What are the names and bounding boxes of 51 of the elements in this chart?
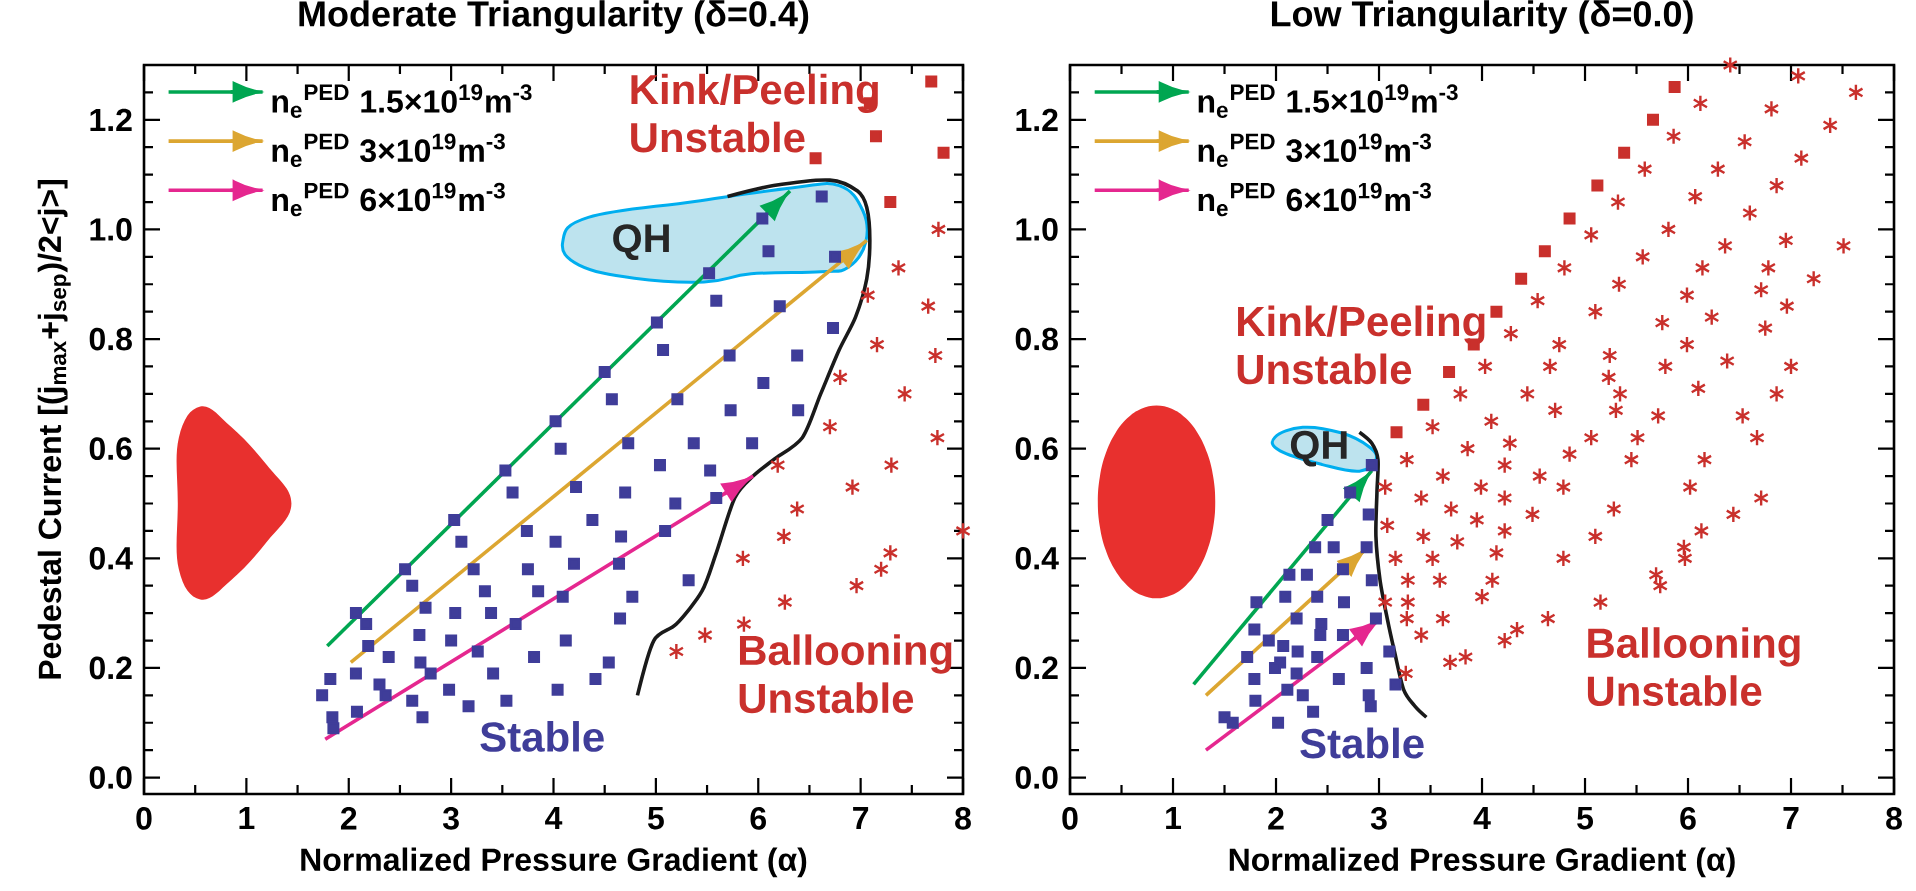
y-tick-label: 0.4 xyxy=(89,546,133,570)
legend-label: n$_{e}$$^{PED}$ 6×10$^{19}$m$^{-3}$ xyxy=(1198,182,1431,217)
y-tick-label: 0.0 xyxy=(1015,766,1058,789)
legend-label: n$_{e}$$^{PED}$ 3×10$^{19}$m$^{-3}$ xyxy=(272,133,505,168)
x-tick-label: 8 xyxy=(955,807,971,830)
series-label: Ballooning Unstable xyxy=(1587,627,1800,707)
x-tick-label: 8 xyxy=(1886,807,1902,830)
x-tick-label: 0 xyxy=(1062,807,1078,830)
y-tick-label: 1.2 xyxy=(1016,108,1058,131)
y-tick-label: 0.2 xyxy=(89,656,132,680)
x-tick-label: 7 xyxy=(1783,807,1799,830)
x-axis-title: Normalized Pressure Gradient (α) xyxy=(301,847,807,878)
y-tick-label: 0.6 xyxy=(89,437,132,461)
y-tick-label: 0.8 xyxy=(1015,327,1058,351)
chart-title: Moderate Triangularity (δ=0.4) xyxy=(299,0,809,34)
y-tick-label: 1.2 xyxy=(90,108,132,131)
x-tick-label: 0 xyxy=(136,807,152,830)
series-label: Stable xyxy=(1300,727,1424,759)
x-tick-label: 3 xyxy=(442,807,459,830)
legend-label: n$_{e}$$^{PED}$ 1.5×10$^{19}$m$^{-3}$ xyxy=(1198,84,1458,118)
x-tick-label: 4 xyxy=(1473,807,1491,830)
series-label: Stable xyxy=(480,721,604,752)
x-tick-label: 6 xyxy=(750,807,766,830)
series-label: Kink/Peeling Unstable xyxy=(1237,305,1485,385)
series-label: Ballooning Unstable xyxy=(739,634,952,714)
x-tick-label: 2 xyxy=(1268,807,1284,830)
x-tick-label: 3 xyxy=(1370,807,1387,830)
x-tick-label: 7 xyxy=(853,807,869,830)
legend-label: n$_{e}$$^{PED}$ 3×10$^{19}$m$^{-3}$ xyxy=(1198,133,1431,168)
series-label: Kink/Peeling Unstable xyxy=(631,73,878,153)
annotation: QH xyxy=(1290,430,1347,467)
y-tick-label: 0.4 xyxy=(1015,546,1059,570)
y-tick-label: 1.0 xyxy=(1016,218,1058,241)
legend-label: n$_{e}$$^{PED}$ 6×10$^{19}$m$^{-3}$ xyxy=(272,182,505,217)
y-tick-label: 0.8 xyxy=(89,327,132,351)
x-axis-title: Normalized Pressure Gradient (α) xyxy=(1229,847,1735,878)
y-tick-label: 0.2 xyxy=(1015,656,1058,680)
x-tick-label: 4 xyxy=(545,807,563,830)
x-tick-label: 1 xyxy=(1166,807,1182,830)
y-axis-title: Pedestal Current [(j$_{max}$+j$_{sep}$)/2<j>] xyxy=(37,180,71,679)
x-tick-label: 5 xyxy=(647,807,664,830)
y-tick-label: 0.6 xyxy=(1015,437,1058,461)
y-tick-label: 1.0 xyxy=(90,218,132,241)
x-tick-label: 2 xyxy=(340,807,357,830)
chart-title: Low Triangularity (δ=0.0) xyxy=(1271,0,1693,34)
x-tick-label: 6 xyxy=(1680,807,1696,830)
annotation: QH xyxy=(613,224,669,260)
x-tick-label: 5 xyxy=(1577,807,1594,830)
legend-label: n$_{e}$$^{PED}$ 1.5×10$^{19}$m$^{-3}$ xyxy=(272,84,532,118)
x-tick-label: 1 xyxy=(239,807,255,830)
y-tick-label: 0.0 xyxy=(89,766,132,789)
